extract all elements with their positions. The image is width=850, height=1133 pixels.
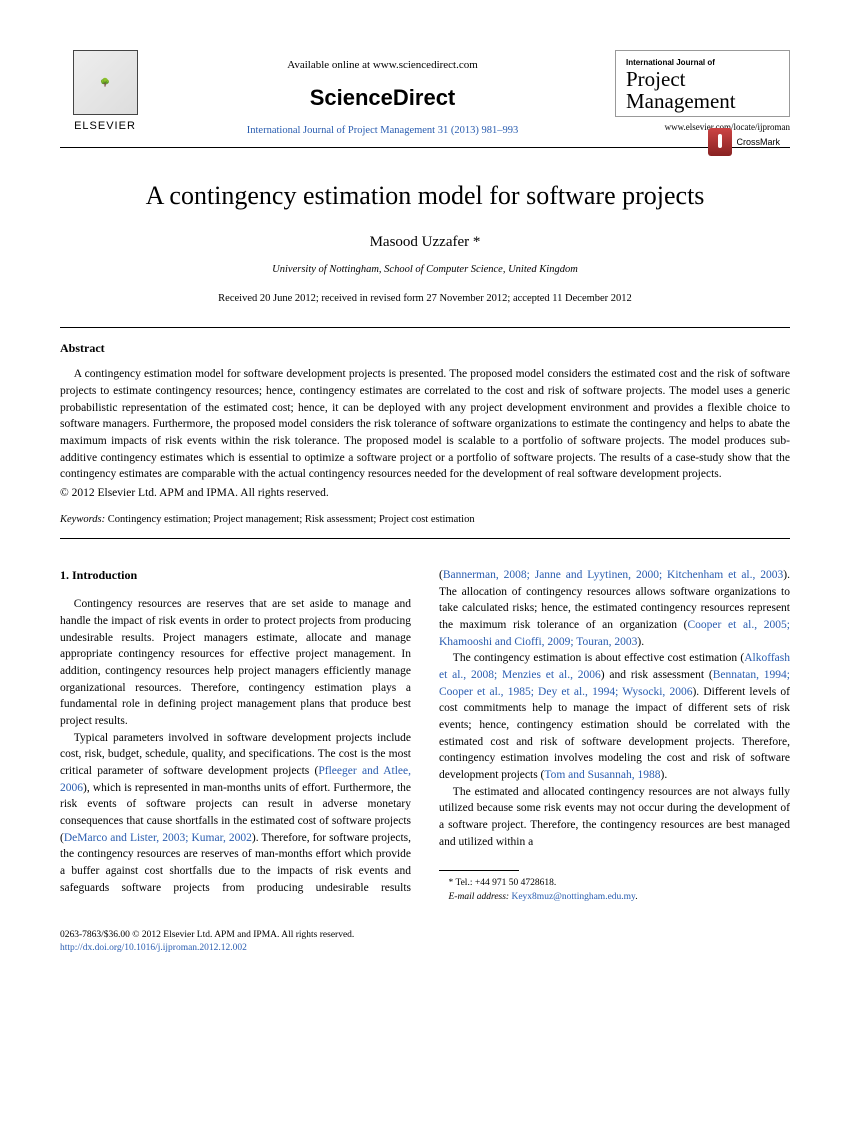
sciencedirect-logo: ScienceDirect: [150, 83, 615, 114]
journal-cover-box: International Journal of Project Managem…: [615, 50, 790, 117]
elsevier-logo: 🌳 ELSEVIER: [60, 50, 150, 134]
elsevier-label: ELSEVIER: [60, 119, 150, 134]
abstract-text: A contingency estimation model for softw…: [60, 366, 790, 483]
affiliation: University of Nottingham, School of Comp…: [60, 263, 790, 278]
cite-tom[interactable]: Tom and Susannah, 1988: [544, 769, 660, 781]
rule-below-keywords: [60, 538, 790, 539]
intro-heading: 1. Introduction: [60, 567, 411, 584]
intro-para-3: The contingency estimation is about effe…: [439, 650, 790, 783]
rule-above-abstract: [60, 327, 790, 328]
doi-link[interactable]: http://dx.doi.org/10.1016/j.ijproman.201…: [60, 943, 247, 953]
footnote-tel: * Tel.: +44 971 50 4728618.: [439, 877, 790, 891]
footnote-separator: [439, 870, 519, 871]
paper-title: A contingency estimation model for softw…: [60, 178, 790, 214]
author-corresponding-mark: *: [473, 234, 481, 250]
crossmark-badge[interactable]: CrossMark: [708, 128, 780, 156]
footnote-email-label: E-mail address:: [449, 892, 512, 902]
cite-bannerman[interactable]: Bannerman, 2008; Janne and Lyytinen, 200…: [443, 569, 783, 581]
journal-box-wrap: International Journal of Project Managem…: [615, 50, 790, 134]
footer-copyright: 0263-7863/$36.00 © 2012 Elsevier Ltd. AP…: [60, 929, 790, 942]
intro-para-4: The estimated and allocated contingency …: [439, 784, 790, 851]
submission-dates: Received 20 June 2012; received in revis…: [60, 292, 790, 307]
keywords-label: Keywords:: [60, 514, 105, 525]
intro-para-1: Contingency resources are reserves that …: [60, 596, 411, 729]
page-footer: 0263-7863/$36.00 © 2012 Elsevier Ltd. AP…: [60, 929, 790, 956]
cite-kumar[interactable]: Kumar, 2002: [191, 832, 251, 844]
abstract-body: A contingency estimation model for softw…: [60, 368, 790, 480]
author-name: Masood Uzzafer: [370, 234, 470, 250]
abstract-heading: Abstract: [60, 340, 790, 357]
footnote-tel-label: * Tel.:: [449, 878, 475, 888]
crossmark-label: CrossMark: [736, 136, 780, 149]
crossmark-icon: [708, 128, 732, 156]
footnote-email-address[interactable]: Keyx8muz@nottingham.edu.my: [511, 892, 635, 902]
cite-demarco[interactable]: DeMarco and Lister, 2003;: [64, 832, 192, 844]
elsevier-tree-icon: 🌳: [73, 50, 138, 115]
footnote-tel-number: +44 971 50 4728618.: [475, 878, 556, 888]
abstract-copyright: © 2012 Elsevier Ltd. APM and IPMA. All r…: [60, 485, 790, 501]
journal-title: Project Management: [626, 68, 779, 112]
keywords-line: Keywords: Contingency estimation; Projec…: [60, 513, 790, 528]
available-online-text: Available online at www.sciencedirect.co…: [150, 58, 615, 73]
author-line: Masood Uzzafer *: [60, 232, 790, 253]
body-columns: 1. Introduction Contingency resources ar…: [60, 567, 790, 905]
center-header: Available online at www.sciencedirect.co…: [150, 50, 615, 139]
journal-reference[interactable]: International Journal of Project Managem…: [150, 124, 615, 139]
page-header: 🌳 ELSEVIER Available online at www.scien…: [60, 50, 790, 148]
footnote-email: E-mail address: Keyx8muz@nottingham.edu.…: [439, 891, 790, 905]
keywords-text: Contingency estimation; Project manageme…: [105, 514, 474, 525]
